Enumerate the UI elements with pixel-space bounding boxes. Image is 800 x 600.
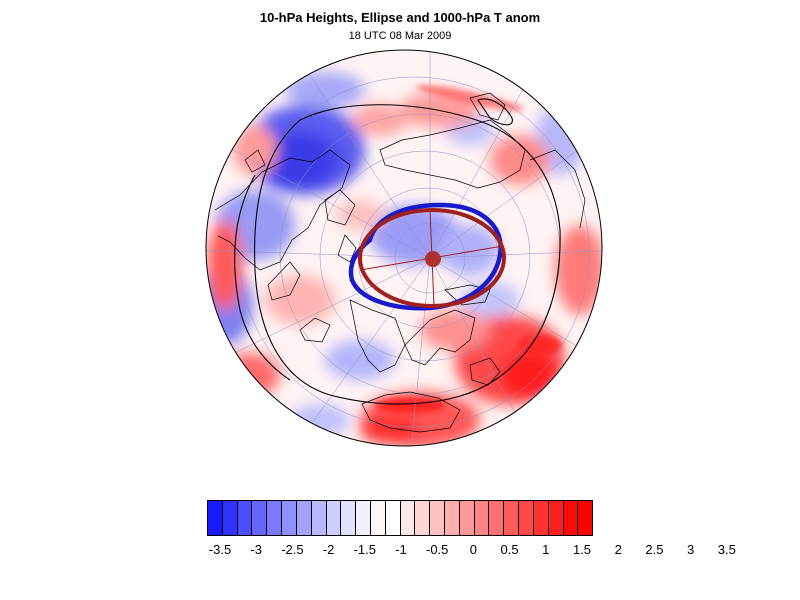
colorbar-cell (563, 501, 579, 535)
colorbar-cell (533, 501, 549, 535)
colorbar-cell (385, 501, 401, 535)
colorbar-tick-label: -3.5 (208, 542, 232, 557)
colorbar-cell (282, 501, 297, 535)
colorbar-cell (430, 501, 445, 535)
colorbar-cell (489, 501, 505, 535)
colorbar-cell (237, 501, 253, 535)
colorbar-cell (519, 501, 534, 535)
colorbar-tick-label: 3.5 (717, 542, 736, 557)
colorbar-tick-label: -2.5 (281, 542, 304, 557)
map-title: 10-hPa Heights, Ellipse and 1000-hPa T a… (259, 10, 541, 25)
colorbar-cell (370, 501, 386, 535)
globe-outline (205, 49, 603, 447)
colorbar-cell (415, 501, 431, 535)
colorbar-cell (548, 501, 564, 535)
colorbar-tick-label: -0.5 (425, 542, 449, 557)
colorbar-cell (459, 501, 475, 535)
colorbar-cell (296, 501, 312, 535)
colorbar-cell (400, 501, 416, 535)
fitted-ellipse (358, 208, 506, 308)
colorbar-tick-label: -2 (322, 542, 335, 557)
colorbar-labels: -3.5 -3 -2.5 -2 -1.5 -1 -0.5 0 0.5 1 1.5 2 2.5 3 3.5 (0, 542, 800, 562)
colorbar-tick-label: 2 (614, 542, 622, 557)
colorbar-cell (208, 501, 223, 535)
colorbar-cell (326, 501, 342, 535)
observed-ellipse (348, 202, 503, 311)
colorbar-tick-label: 0 (469, 542, 478, 557)
vortex-ellipses (348, 202, 506, 311)
colorbar (207, 500, 593, 536)
colorbar-cell (311, 501, 327, 535)
colorbar-tick-label: 0.5 (500, 542, 519, 557)
colorbar-cell (445, 501, 460, 535)
colorbar-tick-label: 3 (686, 542, 695, 557)
colorbar-tick-label: 2.5 (645, 542, 664, 557)
vortex-center-marker (425, 251, 441, 267)
colorbar-tick-label: -1 (395, 542, 407, 557)
coastlines (214, 92, 586, 433)
colorbar-cell (252, 501, 268, 535)
colorbar-tick-label: -3 (250, 542, 262, 557)
height-contours (234, 98, 561, 405)
colorbar-cell (578, 501, 593, 535)
colorbar-cell (504, 501, 520, 535)
colorbar-cell (341, 501, 357, 535)
colorbar-cell (356, 501, 371, 535)
colorbar-tick-label: 1 (542, 542, 550, 557)
colorbar-cell (267, 501, 283, 535)
map-subtitle: 18 UTC 08 Mar 2009 (348, 30, 452, 42)
anomaly-field (206, 50, 602, 446)
colorbar-cell (222, 501, 238, 535)
colorbar-tick-label: -1.5 (353, 542, 376, 557)
colorbar-tick-label: 1.5 (572, 542, 592, 557)
colorbar-cell (474, 501, 490, 535)
